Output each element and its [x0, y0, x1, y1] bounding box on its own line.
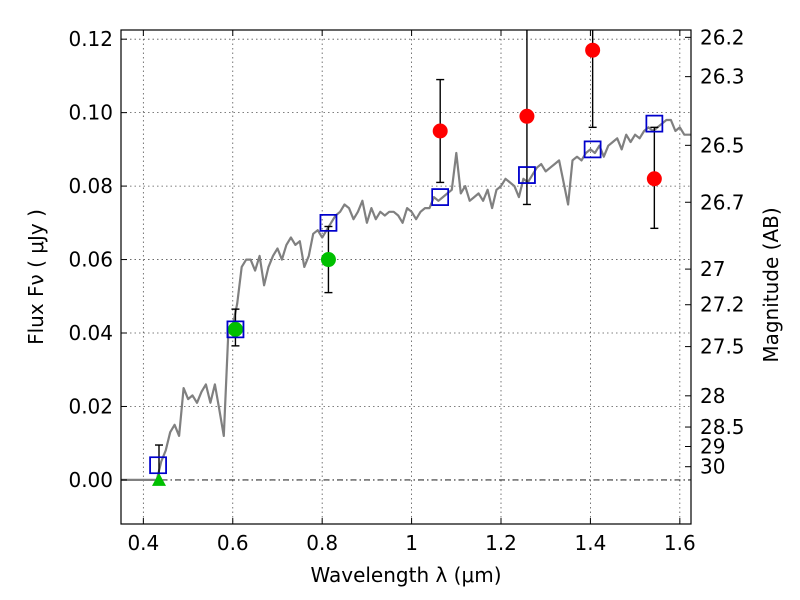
- y-tick-label: 0.06: [68, 248, 113, 272]
- right-tick-label: 29: [700, 435, 725, 459]
- model-flux-square-outline: [583, 140, 602, 159]
- x-tick-label: 0.8: [306, 531, 338, 555]
- right-tick-label: 26.3: [700, 65, 745, 89]
- model-flux-square-outline: [431, 188, 450, 206]
- y-axis-label: Flux Fν ( μJy ): [24, 209, 48, 345]
- model-flux-square-outline: [319, 214, 338, 232]
- x-axis: 0.4 0.6 0.8 1 1.2 1.4 1.6: [127, 30, 696, 555]
- red-data-point: [646, 171, 662, 187]
- model-flux-square-outline: [518, 166, 536, 184]
- model-flux-square-outline: [149, 456, 167, 475]
- right-tick-label: 26.7: [700, 190, 745, 214]
- red-data-point: [585, 42, 601, 58]
- x-tick-label: 1.2: [485, 531, 517, 555]
- right-tick-label: 26.5: [700, 133, 745, 157]
- series-layer: [121, 30, 691, 486]
- right-tick-label: 27.2: [700, 293, 745, 317]
- x-tick-label: 0.4: [127, 531, 159, 555]
- right-tick-label: 27.5: [700, 335, 745, 359]
- y-axis-left: 0.00 0.02 0.04 0.06 0.08 0.10 0.12: [68, 27, 127, 492]
- right-axis-label: Magnitude (AB): [759, 207, 783, 362]
- x-axis-label: Wavelength λ (μm): [310, 563, 501, 587]
- green-data-point: [320, 252, 336, 268]
- y-tick-label: 0.08: [68, 174, 113, 198]
- right-tick-label: 28.5: [700, 415, 745, 439]
- right-tick-label: 28: [700, 384, 725, 408]
- x-tick-label: 1.6: [664, 531, 696, 555]
- y-tick-label: 0.04: [68, 321, 113, 345]
- grid: [121, 30, 691, 524]
- green-data-point: [227, 321, 243, 337]
- x-tick-label: 1: [405, 531, 418, 555]
- x-tick-label: 1.4: [575, 531, 607, 555]
- x-tick-label: 0.6: [217, 531, 249, 555]
- y-tick-label: 0.00: [68, 468, 113, 492]
- right-tick-label: 27: [700, 257, 725, 281]
- y-tick-label: 0.12: [68, 27, 113, 51]
- model-flux-square-outline: [645, 114, 664, 133]
- right-tick-label: 30: [700, 455, 725, 479]
- green-upper-limit-triangle: [152, 472, 166, 486]
- red-data-point: [432, 123, 448, 139]
- right-tick-label: 26.2: [700, 25, 745, 49]
- model-spectrum-line: [121, 118, 691, 481]
- y-tick-label: 0.10: [68, 101, 113, 125]
- y-tick-label: 0.02: [68, 394, 113, 418]
- plot-frame: [120, 29, 692, 525]
- model-flux-square-outline: [226, 320, 245, 339]
- red-data-point: [519, 108, 535, 124]
